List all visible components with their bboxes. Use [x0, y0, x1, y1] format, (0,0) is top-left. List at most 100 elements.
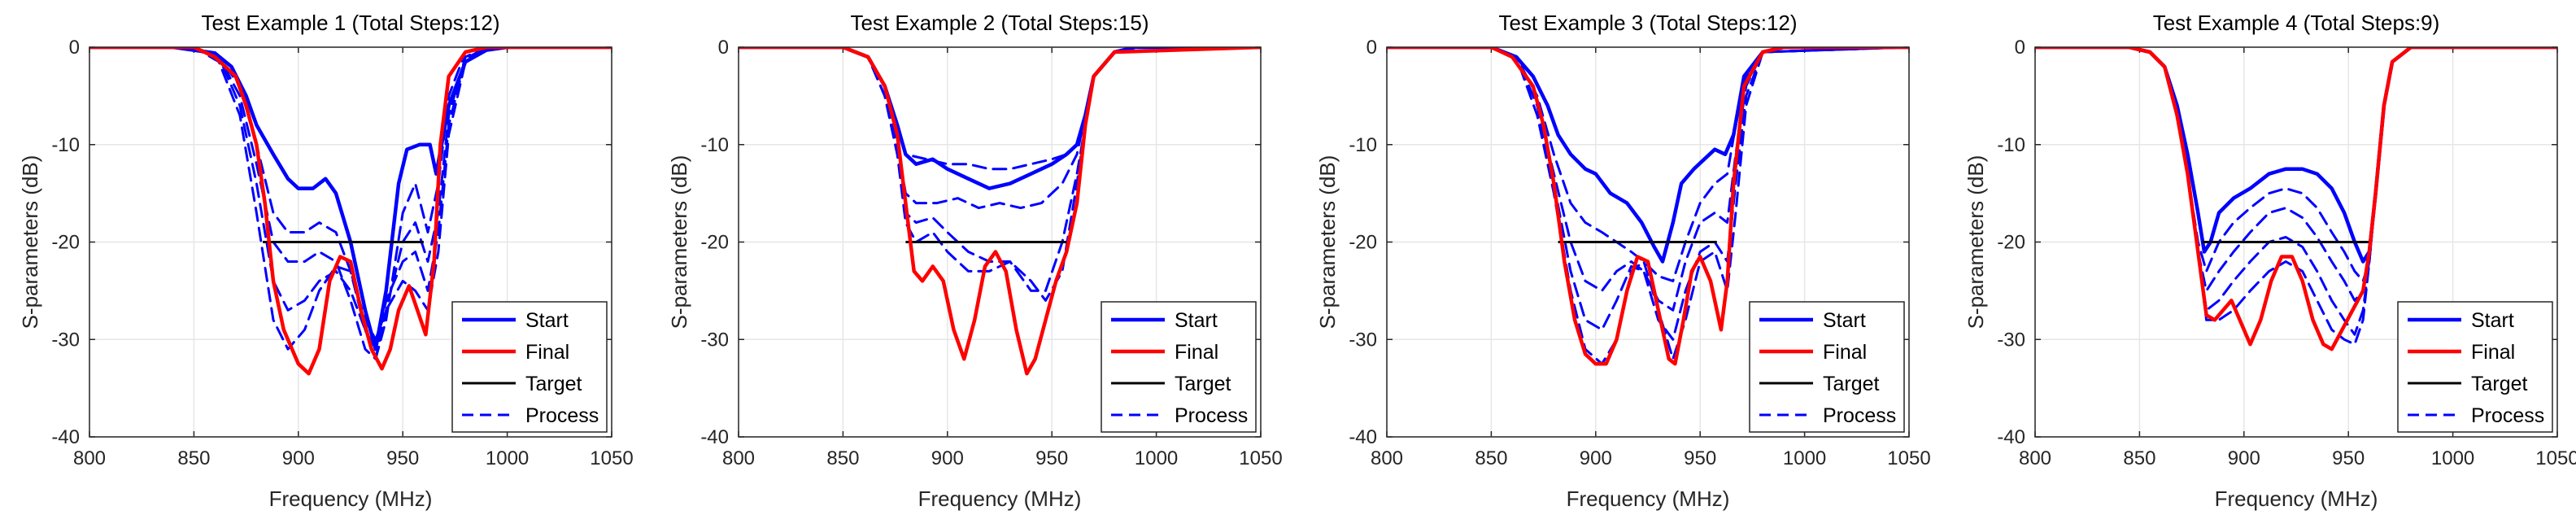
chart-4-svg: 800 850 900 950 1000 1050 0 -10 -20 -30 -40 Test Ex…: [1964, 11, 2576, 511]
x-tick-label: 950: [1684, 447, 1716, 469]
y-tick-label: -30: [700, 329, 729, 351]
x-tick-label: 900: [282, 447, 315, 469]
legend-label-target: Target: [2471, 373, 2528, 395]
x-axis-label: Frequency (MHz): [269, 487, 433, 511]
legend-label-start: Start: [2471, 309, 2514, 332]
y-tick-label: -20: [1349, 232, 1377, 254]
x-tick-label: 950: [386, 447, 419, 469]
chart-title: Test Example 3 (Total Steps:12): [1498, 11, 1797, 35]
legend-label-final: Final: [1823, 341, 1867, 364]
x-tick-label: 1000: [1783, 447, 1826, 469]
x-tick-label: 850: [2123, 447, 2155, 469]
chart-2-svg: 800 850 900 950 1000 1050 0 -10 -20 -30 -40 Test Ex…: [667, 11, 1283, 511]
legend-label-start: Start: [525, 309, 569, 332]
axes-box: [1386, 46, 1910, 438]
y-tick-label: 0: [1366, 37, 1377, 59]
legend-box: [2397, 301, 2553, 433]
legend-label-target: Target: [1175, 373, 1231, 395]
y-tick-label: -10: [1349, 134, 1377, 156]
x-axis-label: Frequency (MHz): [918, 487, 1082, 511]
legend-label-start: Start: [1175, 309, 1218, 332]
y-tick-label: -40: [51, 426, 80, 448]
axes-box: [89, 46, 612, 438]
y-tick-label: 0: [718, 37, 729, 59]
y-axis-label: S-parameters (dB): [18, 155, 42, 329]
legend-label-start: Start: [1823, 309, 1866, 332]
axes-box: [738, 46, 1262, 438]
y-tick-label: -30: [51, 329, 80, 351]
series-line-final: [89, 47, 612, 376]
legend-label-final: Final: [1175, 341, 1218, 364]
y-tick-label: -40: [1349, 426, 1377, 448]
chart-panel-3: 800 850 900 950 1000 1050 0 -10 -20 -30 -40 Test Ex…: [1297, 0, 1940, 524]
y-tick-label: -40: [700, 426, 729, 448]
y-axis-label: S-parameters (dB): [1964, 155, 1988, 329]
chart-title: Test Example 1 (Total Steps:12): [201, 11, 499, 35]
series-line-final: [739, 47, 1261, 376]
series-group: [2035, 47, 2557, 351]
x-tick-label: 1050: [1239, 447, 1282, 469]
x-tick-label: 1000: [1135, 447, 1178, 469]
y-tick-label: -10: [1997, 134, 2025, 156]
x-tick-label: 950: [1035, 447, 1068, 469]
legend-label-final: Final: [2471, 341, 2515, 364]
series-line-start: [1387, 47, 1909, 264]
x-tick-label: 800: [2019, 447, 2051, 469]
chart-panel-1: 800 850 900 950 1000 1050 0 -10 -20 -30 -40 Test Ex…: [0, 0, 643, 524]
series-group: [739, 47, 1261, 376]
x-tick-label: 1000: [2431, 447, 2474, 469]
legend-label-final: Final: [525, 341, 569, 364]
y-axis-label: S-parameters (dB): [667, 155, 691, 329]
chart-1-svg: 800 850 900 950 1000 1050 0 -10 -20 -30 -40 Test Ex…: [18, 11, 634, 511]
x-tick-label: 850: [1475, 447, 1507, 469]
x-tick-label: 800: [73, 447, 106, 469]
x-tick-label: 850: [826, 447, 859, 469]
axes-box: [2034, 46, 2558, 438]
chart-title: Test Example 4 (Total Steps:9): [2153, 11, 2440, 35]
series-line-process: [739, 47, 1261, 302]
y-tick-label: -40: [1997, 426, 2025, 448]
legend: Start Final Target Process: [1749, 301, 1905, 433]
y-tick-label: -30: [1997, 329, 2025, 351]
x-axis-label: Frequency (MHz): [2215, 487, 2378, 511]
x-tick-label: 1000: [486, 447, 529, 469]
x-tick-label: 900: [2228, 447, 2260, 469]
legend-label-process: Process: [2471, 404, 2544, 427]
chart-panel-2: 800 850 900 950 1000 1050 0 -10 -20 -30 -40 Test Ex…: [649, 0, 1292, 524]
legend-label-process: Process: [1823, 404, 1896, 427]
x-axis-label: Frequency (MHz): [1567, 487, 1730, 511]
y-tick-label: 0: [69, 37, 80, 59]
chart-title: Test Example 2 (Total Steps:15): [850, 11, 1149, 35]
x-tick-label: 1050: [1887, 447, 1930, 469]
series-line-process: [89, 47, 612, 360]
legend-label-process: Process: [1175, 404, 1248, 427]
x-tick-label: 1050: [2535, 447, 2576, 469]
series-line-process: [1387, 47, 1909, 282]
series-group: [89, 47, 612, 376]
series-line-start: [89, 47, 612, 351]
x-tick-label: 800: [1371, 447, 1403, 469]
legend-box: [1749, 301, 1905, 433]
y-axis-label: S-parameters (dB): [1315, 155, 1340, 329]
legend-box: [451, 301, 608, 433]
y-tick-label: -10: [51, 134, 80, 156]
legend: Start Final Target Process: [2397, 301, 2553, 433]
legend: Start Final Target Process: [1101, 301, 1257, 433]
y-tick-label: -10: [700, 134, 729, 156]
x-tick-label: 1050: [590, 447, 633, 469]
y-tick-label: -20: [1997, 232, 2025, 254]
legend-label-target: Target: [525, 373, 582, 395]
legend: Start Final Target Process: [451, 301, 608, 433]
x-tick-label: 800: [722, 447, 755, 469]
chart-3-svg: 800 850 900 950 1000 1050 0 -10 -20 -30 -40 Test Ex…: [1315, 11, 1931, 511]
y-tick-label: -20: [700, 232, 729, 254]
x-tick-label: 900: [931, 447, 964, 469]
chart-panel-4: 800 850 900 950 1000 1050 0 -10 -20 -30 -40 Test Ex…: [1946, 0, 2576, 524]
x-tick-label: 950: [2332, 447, 2365, 469]
legend-box: [1101, 301, 1257, 433]
x-tick-label: 900: [1580, 447, 1612, 469]
legend-label-target: Target: [1823, 373, 1880, 395]
legend-label-process: Process: [525, 404, 599, 427]
y-tick-label: 0: [2015, 37, 2025, 59]
